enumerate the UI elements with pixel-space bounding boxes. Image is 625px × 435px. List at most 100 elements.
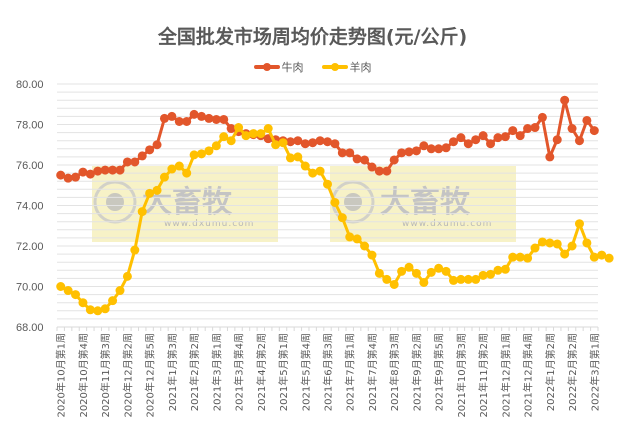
data-point[interactable] xyxy=(545,152,555,162)
data-point[interactable] xyxy=(159,172,169,182)
data-point[interactable] xyxy=(174,116,184,126)
data-point[interactable] xyxy=(63,286,73,296)
data-point[interactable] xyxy=(367,250,377,260)
legend-item-lamb[interactable]: 羊肉 xyxy=(321,59,372,75)
data-point[interactable] xyxy=(159,113,169,123)
data-point[interactable] xyxy=(448,137,458,147)
data-point[interactable] xyxy=(382,274,392,284)
data-point[interactable] xyxy=(300,161,310,171)
data-point[interactable] xyxy=(360,155,370,165)
data-point[interactable] xyxy=(293,136,303,146)
data-point[interactable] xyxy=(411,268,421,278)
data-point[interactable] xyxy=(397,266,407,276)
data-point[interactable] xyxy=(278,138,288,148)
data-point[interactable] xyxy=(285,137,295,147)
data-point[interactable] xyxy=(523,124,533,134)
data-point[interactable] xyxy=(248,129,258,139)
data-point[interactable] xyxy=(130,245,140,255)
data-point[interactable] xyxy=(537,237,547,247)
data-point[interactable] xyxy=(308,138,318,148)
data-point[interactable] xyxy=(337,213,347,223)
data-point[interactable] xyxy=(323,137,332,147)
data-point[interactable] xyxy=(500,264,510,274)
data-point[interactable] xyxy=(308,168,318,178)
data-point[interactable] xyxy=(56,282,66,291)
data-point[interactable] xyxy=(167,111,177,121)
data-point[interactable] xyxy=(419,141,429,151)
data-point[interactable] xyxy=(545,238,555,248)
data-point[interactable] xyxy=(456,274,466,284)
data-point[interactable] xyxy=(130,157,140,167)
data-point[interactable] xyxy=(256,129,266,139)
data-point[interactable] xyxy=(226,136,236,146)
data-point[interactable] xyxy=(293,152,303,162)
data-point[interactable] xyxy=(204,146,214,156)
data-point[interactable] xyxy=(71,290,81,300)
data-point[interactable] xyxy=(530,123,540,133)
data-point[interactable] xyxy=(226,124,236,134)
data-point[interactable] xyxy=(197,149,207,159)
data-point[interactable] xyxy=(182,168,192,178)
data-point[interactable] xyxy=(315,166,325,176)
data-point[interactable] xyxy=(419,277,429,287)
data-point[interactable] xyxy=(115,165,125,175)
data-point[interactable] xyxy=(463,274,473,284)
data-point[interactable] xyxy=(345,232,355,242)
data-point[interactable] xyxy=(560,249,570,259)
data-point[interactable] xyxy=(93,166,103,176)
data-point[interactable] xyxy=(374,166,384,176)
data-point[interactable] xyxy=(560,95,570,105)
data-point[interactable] xyxy=(493,265,503,275)
data-point[interactable] xyxy=(108,296,118,306)
data-point[interactable] xyxy=(122,271,132,281)
data-point[interactable] xyxy=(604,253,614,263)
data-point[interactable] xyxy=(71,172,81,182)
data-point[interactable] xyxy=(478,131,488,141)
data-point[interactable] xyxy=(589,126,599,136)
data-point[interactable] xyxy=(523,253,533,263)
data-point[interactable] xyxy=(174,161,184,171)
data-point[interactable] xyxy=(493,133,503,143)
data-point[interactable] xyxy=(300,139,310,149)
data-point[interactable] xyxy=(78,167,88,177)
data-point[interactable] xyxy=(145,145,155,155)
data-point[interactable] xyxy=(582,238,592,248)
data-point[interactable] xyxy=(263,124,273,134)
data-point[interactable] xyxy=(285,153,295,163)
data-point[interactable] xyxy=(85,305,95,315)
data-point[interactable] xyxy=(197,111,207,121)
data-point[interactable] xyxy=(367,162,377,172)
data-point[interactable] xyxy=(63,173,73,183)
data-point[interactable] xyxy=(463,139,473,149)
data-point[interactable] xyxy=(552,239,562,249)
data-point[interactable] xyxy=(345,148,355,158)
data-point[interactable] xyxy=(486,269,496,279)
data-point[interactable] xyxy=(515,252,525,262)
data-point[interactable] xyxy=(330,139,340,149)
data-point[interactable] xyxy=(241,131,251,141)
data-point[interactable] xyxy=(574,136,584,146)
data-point[interactable] xyxy=(211,141,221,151)
data-point[interactable] xyxy=(271,140,281,150)
data-point[interactable] xyxy=(441,266,451,276)
data-point[interactable] xyxy=(337,148,347,158)
data-point[interactable] xyxy=(434,144,444,154)
data-point[interactable] xyxy=(360,241,370,251)
data-point[interactable] xyxy=(456,133,466,143)
data-point[interactable] xyxy=(137,207,147,217)
data-point[interactable] xyxy=(100,165,110,175)
data-point[interactable] xyxy=(100,304,110,314)
data-point[interactable] xyxy=(404,147,414,157)
data-point[interactable] xyxy=(93,306,103,316)
data-point[interactable] xyxy=(597,250,607,260)
data-point[interactable] xyxy=(426,267,436,277)
data-point[interactable] xyxy=(137,151,147,161)
data-point[interactable] xyxy=(234,123,244,133)
data-point[interactable] xyxy=(374,268,384,278)
data-point[interactable] xyxy=(537,112,547,122)
data-point[interactable] xyxy=(500,132,510,142)
data-point[interactable] xyxy=(404,262,414,272)
data-point[interactable] xyxy=(315,136,325,146)
data-point[interactable] xyxy=(486,139,496,149)
data-point[interactable] xyxy=(382,166,392,176)
